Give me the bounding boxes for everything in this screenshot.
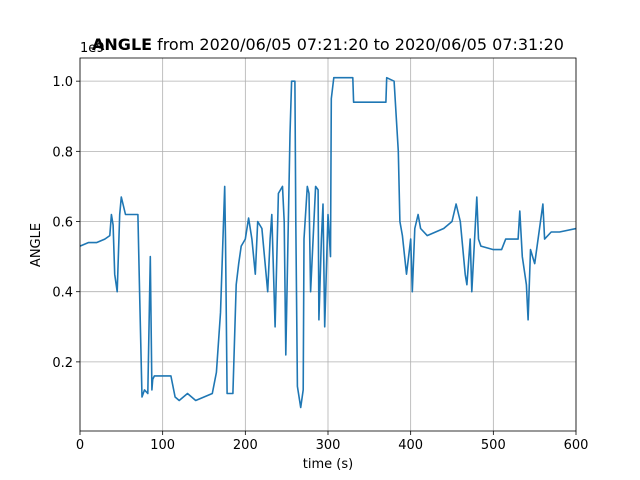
x-tick-label: 400 [398,438,423,453]
x-tick-label: 0 [76,438,84,453]
plot-frame [79,57,577,432]
x-tick-label: 200 [233,438,258,453]
x-tick-label: 300 [316,438,341,453]
y-tick-label: 0.4 [52,286,73,301]
y-tick-label: 1.0 [52,75,73,90]
x-tick-label: 600 [564,438,589,453]
y-offset: 1e9 [80,41,105,56]
chart-title: ANGLE from 2020/06/05 07:21:20 to 2020/06… [92,35,564,54]
y-tick-label: 0.6 [52,216,73,231]
x-tick-label: 100 [150,438,175,453]
title-bold: ANGLE [92,35,152,54]
data-line [80,76,576,409]
x-tick-label: 500 [481,438,506,453]
x-axis-label: time (s) [303,457,353,472]
y-axis-label: ANGLE [29,223,44,267]
y-tick-label: 0.2 [52,356,73,371]
title-rest: from 2020/06/05 07:21:20 to 2020/06/05 0… [157,35,564,54]
y-tick-label: 0.8 [52,145,73,160]
